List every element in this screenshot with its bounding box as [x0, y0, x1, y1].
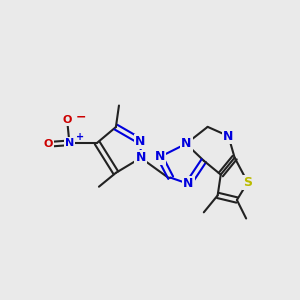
- Text: N: N: [183, 177, 194, 190]
- Text: S: S: [243, 176, 252, 189]
- Text: N: N: [136, 152, 146, 164]
- Text: N: N: [181, 137, 191, 150]
- Text: N: N: [65, 138, 74, 148]
- Text: −: −: [76, 110, 86, 123]
- Text: +: +: [76, 132, 85, 142]
- Text: N: N: [223, 130, 234, 142]
- Text: N: N: [155, 150, 165, 164]
- Text: O: O: [62, 115, 72, 125]
- Text: N: N: [135, 135, 146, 148]
- Text: O: O: [43, 140, 52, 149]
